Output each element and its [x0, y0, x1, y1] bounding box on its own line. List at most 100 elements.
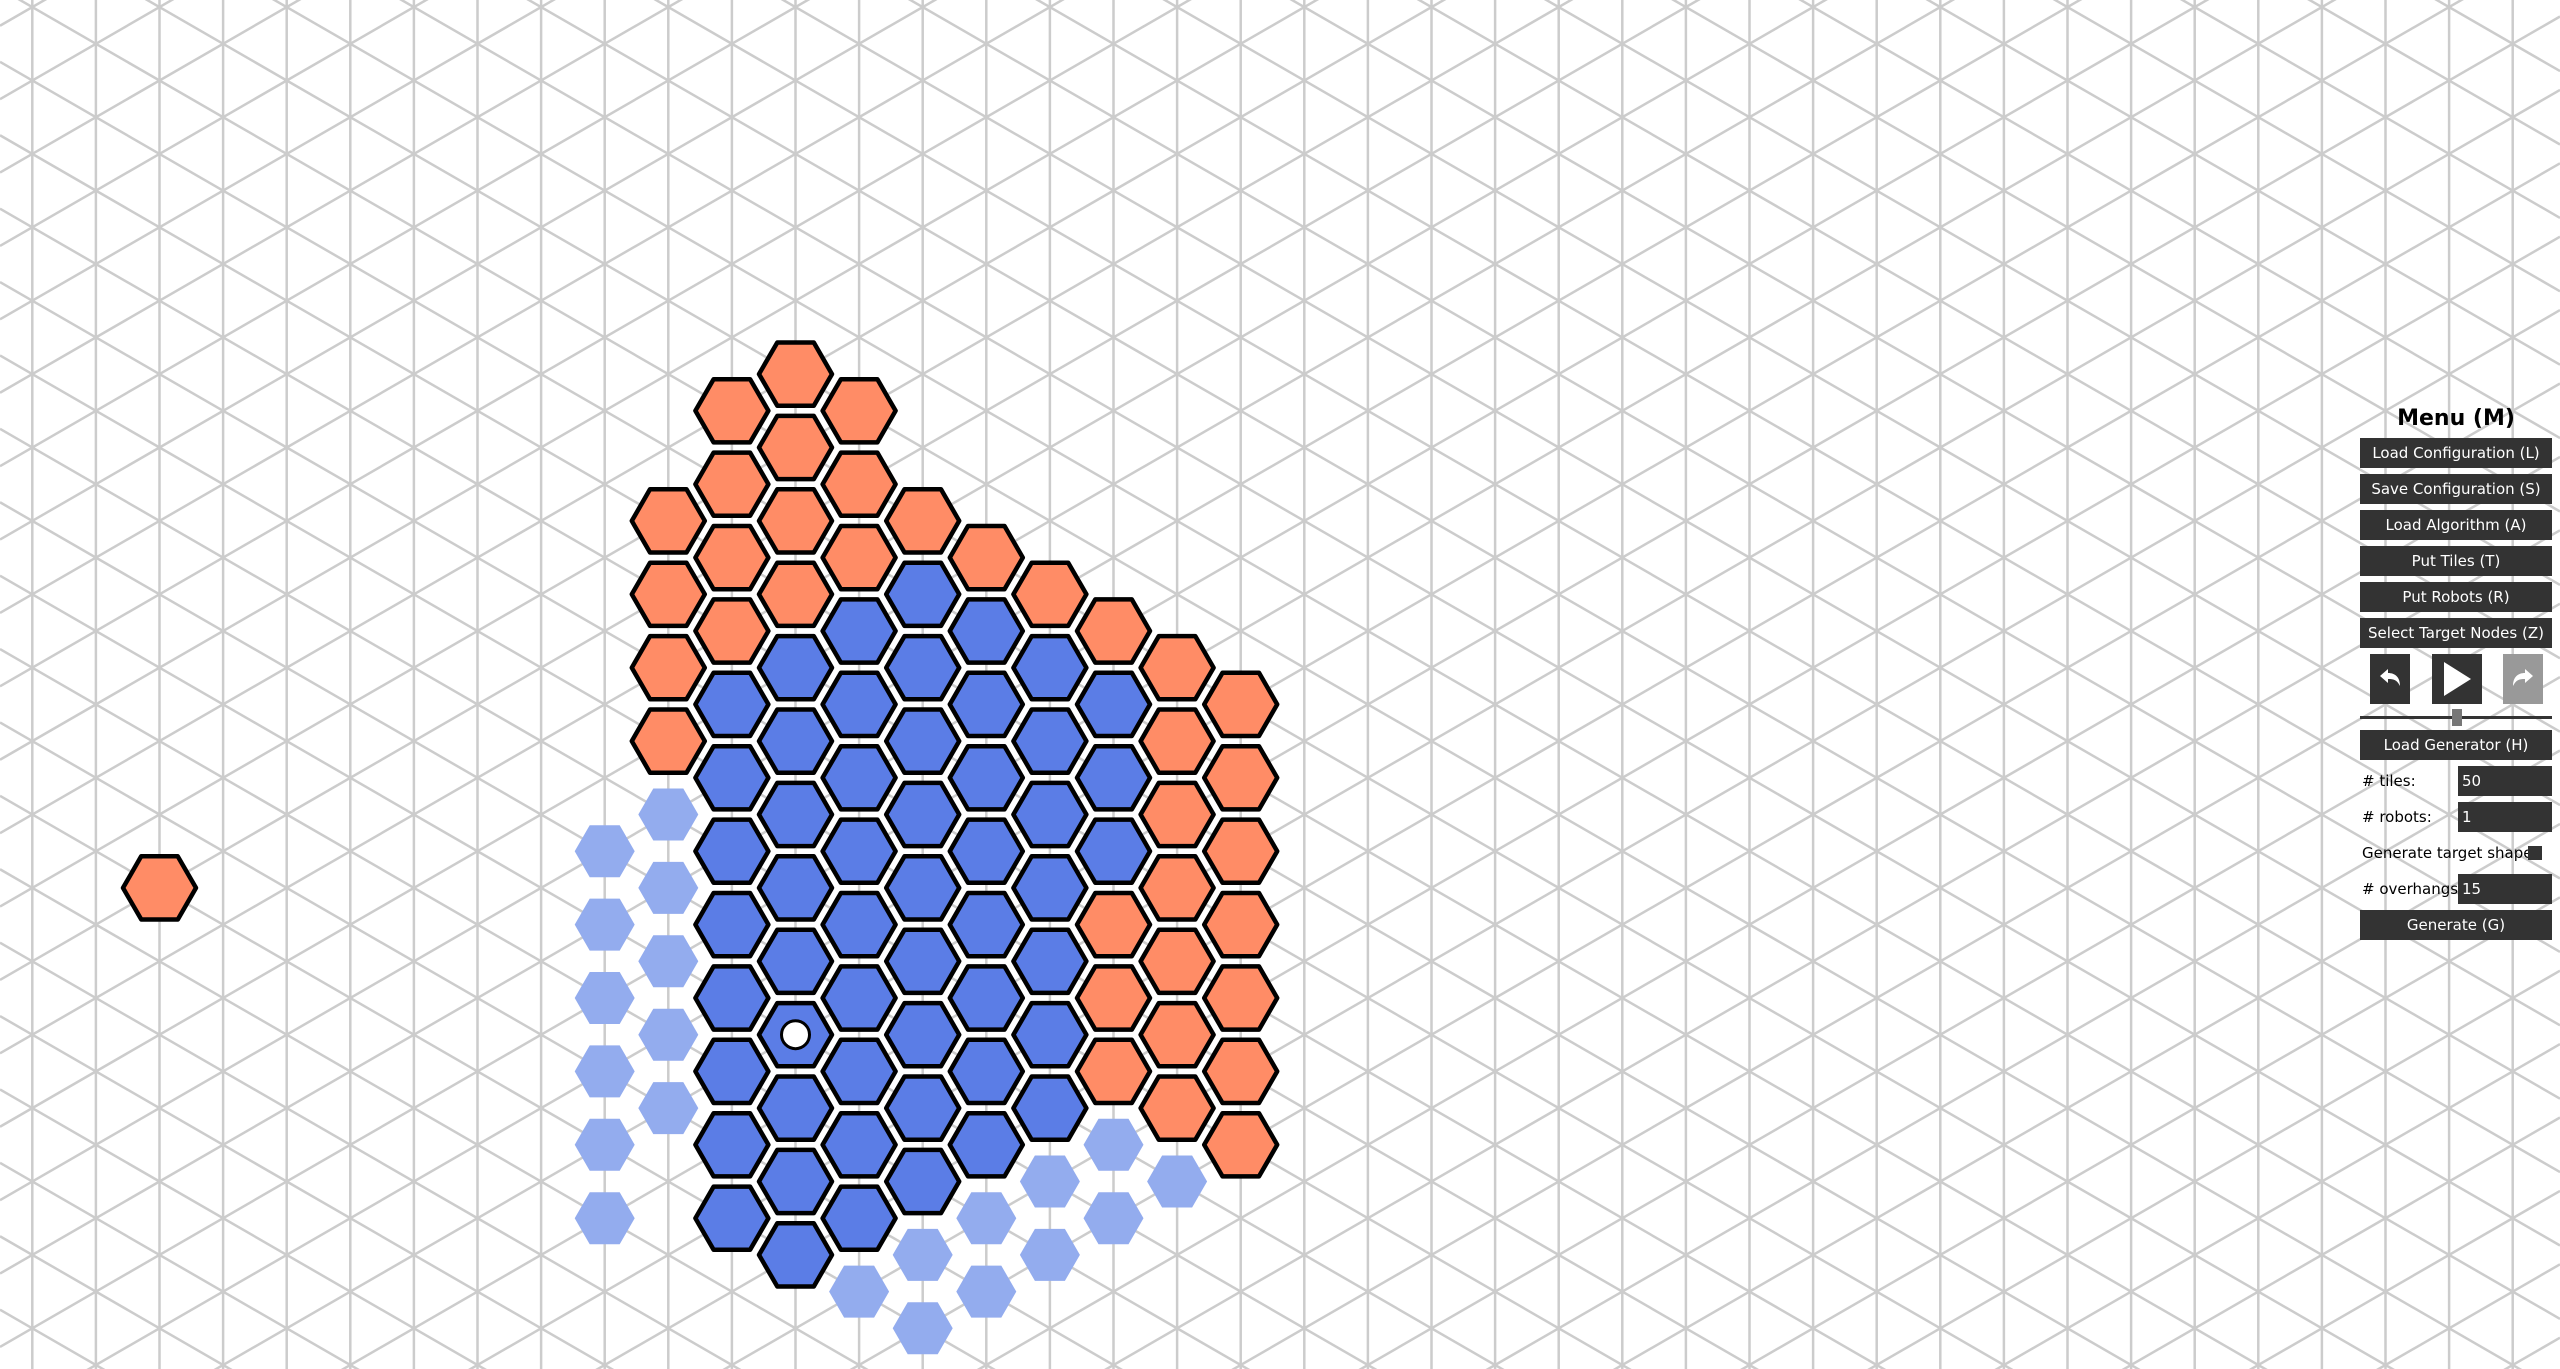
load-configuration-button[interactable]: Load Configuration (L) [2360, 438, 2552, 468]
speed-slider[interactable] [2360, 708, 2552, 728]
tile[interactable] [1011, 927, 1089, 996]
save-configuration-button[interactable]: Save Configuration (S) [2360, 474, 2552, 504]
tile[interactable] [756, 707, 835, 775]
target-tile[interactable] [1138, 854, 1216, 922]
tiles-input[interactable] [2458, 766, 2552, 796]
tile[interactable] [883, 1074, 962, 1142]
tile[interactable] [883, 780, 962, 849]
tile[interactable] [1011, 854, 1089, 922]
target-tile[interactable] [1201, 817, 1280, 886]
tile[interactable] [693, 1037, 771, 1106]
tile[interactable] [1011, 707, 1089, 775]
tile[interactable] [883, 707, 962, 775]
tile[interactable] [1011, 1000, 1089, 1069]
tile[interactable] [947, 670, 1026, 739]
tile[interactable] [820, 670, 898, 739]
target-shape-checkbox[interactable] [2528, 846, 2542, 860]
target-tile[interactable] [1138, 1074, 1216, 1142]
target-tile[interactable] [1201, 670, 1280, 739]
target-tile[interactable] [693, 450, 771, 519]
tile[interactable] [947, 1037, 1026, 1106]
target-tile[interactable] [883, 487, 962, 555]
select-target-nodes-button[interactable]: Select Target Nodes (Z) [2360, 618, 2552, 648]
target-tile[interactable] [1201, 1037, 1280, 1106]
tile[interactable] [883, 854, 962, 922]
target-tile[interactable] [1074, 890, 1153, 959]
target-tile[interactable] [1011, 560, 1089, 629]
tile[interactable] [756, 1074, 835, 1142]
tile[interactable] [1011, 780, 1089, 849]
overhangs-input[interactable] [2458, 874, 2552, 904]
tile[interactable] [820, 1110, 898, 1179]
target-tile[interactable] [120, 854, 199, 922]
tile[interactable] [820, 817, 898, 886]
target-tile[interactable] [1201, 1110, 1280, 1179]
target-tile[interactable] [629, 487, 708, 555]
target-tile[interactable] [756, 413, 835, 482]
tile[interactable] [1011, 633, 1089, 702]
target-tile[interactable] [1201, 964, 1280, 1032]
undo-button[interactable] [2370, 654, 2410, 704]
tile[interactable] [820, 743, 898, 812]
tile[interactable] [693, 964, 771, 1032]
load-generator-button[interactable]: Load Generator (H) [2360, 730, 2552, 760]
tile[interactable] [947, 964, 1026, 1032]
target-tile[interactable] [756, 340, 835, 408]
load-algorithm-button[interactable]: Load Algorithm (A) [2360, 510, 2552, 540]
tile[interactable] [883, 1147, 962, 1216]
tile[interactable] [1074, 743, 1153, 812]
target-tile[interactable] [1138, 927, 1216, 996]
target-tile[interactable] [1138, 707, 1216, 775]
target-tile[interactable] [820, 376, 898, 445]
target-tile[interactable] [1138, 633, 1216, 702]
tile[interactable] [693, 670, 771, 739]
tile[interactable] [947, 817, 1026, 886]
target-tile[interactable] [820, 523, 898, 592]
tile[interactable] [820, 1184, 898, 1253]
target-tile[interactable] [947, 523, 1026, 592]
target-tile[interactable] [1138, 1000, 1216, 1069]
tile[interactable] [883, 633, 962, 702]
tile[interactable] [1074, 817, 1153, 886]
tile[interactable] [947, 890, 1026, 959]
tile[interactable] [1011, 1074, 1089, 1142]
tile[interactable] [693, 743, 771, 812]
target-tile[interactable] [693, 597, 771, 665]
robot[interactable] [780, 1019, 811, 1051]
tile[interactable] [883, 560, 962, 629]
tile[interactable] [947, 1110, 1026, 1179]
target-tile[interactable] [693, 376, 771, 445]
put-tiles-button[interactable]: Put Tiles (T) [2360, 546, 2552, 576]
tile[interactable] [693, 1110, 771, 1179]
target-tile[interactable] [1074, 1037, 1153, 1106]
target-tile[interactable] [1201, 743, 1280, 812]
tile[interactable] [756, 927, 835, 996]
target-tile[interactable] [693, 523, 771, 592]
target-tile[interactable] [629, 560, 708, 629]
play-button[interactable] [2432, 654, 2482, 704]
target-tile[interactable] [1201, 890, 1280, 959]
tile[interactable] [947, 743, 1026, 812]
tile[interactable] [756, 633, 835, 702]
target-tile[interactable] [756, 487, 835, 555]
target-tile[interactable] [1074, 964, 1153, 1032]
redo-button[interactable] [2503, 654, 2543, 704]
tile[interactable] [820, 890, 898, 959]
tile[interactable] [756, 854, 835, 922]
generate-button[interactable]: Generate (G) [2360, 910, 2552, 940]
tile[interactable] [756, 780, 835, 849]
tile[interactable] [756, 1221, 835, 1289]
tile[interactable] [1074, 670, 1153, 739]
target-tile[interactable] [756, 560, 835, 629]
target-tile[interactable] [629, 633, 708, 702]
tile[interactable] [883, 1000, 962, 1069]
tile[interactable] [693, 817, 771, 886]
tile[interactable] [820, 1037, 898, 1106]
tile[interactable] [820, 597, 898, 665]
tile[interactable] [947, 597, 1026, 665]
tile[interactable] [820, 964, 898, 1032]
robot-layer[interactable] [780, 1019, 811, 1051]
tile[interactable] [693, 890, 771, 959]
tile[interactable] [756, 1147, 835, 1216]
